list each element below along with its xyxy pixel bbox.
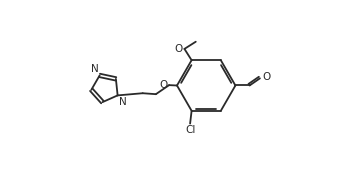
Text: N: N bbox=[119, 97, 126, 107]
Text: O: O bbox=[159, 80, 167, 90]
Text: N: N bbox=[91, 64, 99, 75]
Text: Cl: Cl bbox=[185, 124, 195, 135]
Text: O: O bbox=[262, 72, 270, 82]
Text: O: O bbox=[174, 43, 183, 54]
